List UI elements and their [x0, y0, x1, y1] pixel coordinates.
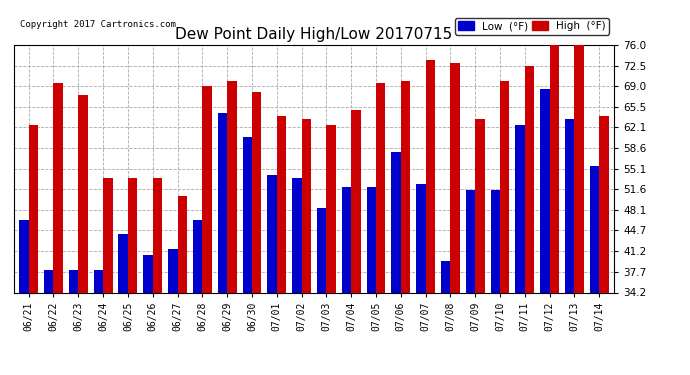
Bar — [466, 190, 475, 292]
Title: Dew Point Daily High/Low 20170715: Dew Point Daily High/Low 20170715 — [175, 27, 453, 42]
Bar — [500, 81, 509, 292]
Bar — [119, 234, 128, 292]
Bar — [391, 152, 401, 292]
Bar — [550, 45, 559, 292]
Bar — [342, 187, 351, 292]
Bar — [267, 175, 277, 292]
Bar — [451, 63, 460, 292]
Bar — [252, 92, 262, 292]
Bar — [152, 178, 162, 292]
Bar — [78, 95, 88, 292]
Bar — [491, 190, 500, 292]
Bar — [441, 261, 451, 292]
Bar — [227, 81, 237, 292]
Bar — [366, 187, 376, 292]
Bar — [29, 125, 38, 292]
Bar — [525, 66, 534, 292]
Bar — [590, 166, 599, 292]
Bar — [168, 249, 177, 292]
Legend: Low  (°F), High  (°F): Low (°F), High (°F) — [455, 18, 609, 34]
Bar — [177, 196, 187, 292]
Bar — [426, 60, 435, 292]
Bar — [202, 87, 212, 292]
Text: Copyright 2017 Cartronics.com: Copyright 2017 Cartronics.com — [20, 20, 176, 29]
Bar — [317, 208, 326, 292]
Bar — [540, 89, 550, 292]
Bar — [326, 125, 336, 292]
Bar — [292, 178, 302, 292]
Bar — [54, 84, 63, 292]
Bar — [599, 116, 609, 292]
Bar — [69, 270, 78, 292]
Bar — [351, 110, 361, 292]
Bar — [574, 45, 584, 292]
Bar — [401, 81, 410, 292]
Bar — [242, 137, 252, 292]
Bar — [44, 270, 54, 292]
Bar — [218, 113, 227, 292]
Bar — [416, 184, 426, 292]
Bar — [94, 270, 103, 292]
Bar — [302, 119, 311, 292]
Bar — [277, 116, 286, 292]
Bar — [144, 255, 152, 292]
Bar — [515, 125, 525, 292]
Bar — [103, 178, 112, 292]
Bar — [565, 119, 574, 292]
Bar — [193, 220, 202, 292]
Bar — [19, 220, 29, 292]
Bar — [376, 84, 386, 292]
Bar — [475, 119, 484, 292]
Bar — [128, 178, 137, 292]
